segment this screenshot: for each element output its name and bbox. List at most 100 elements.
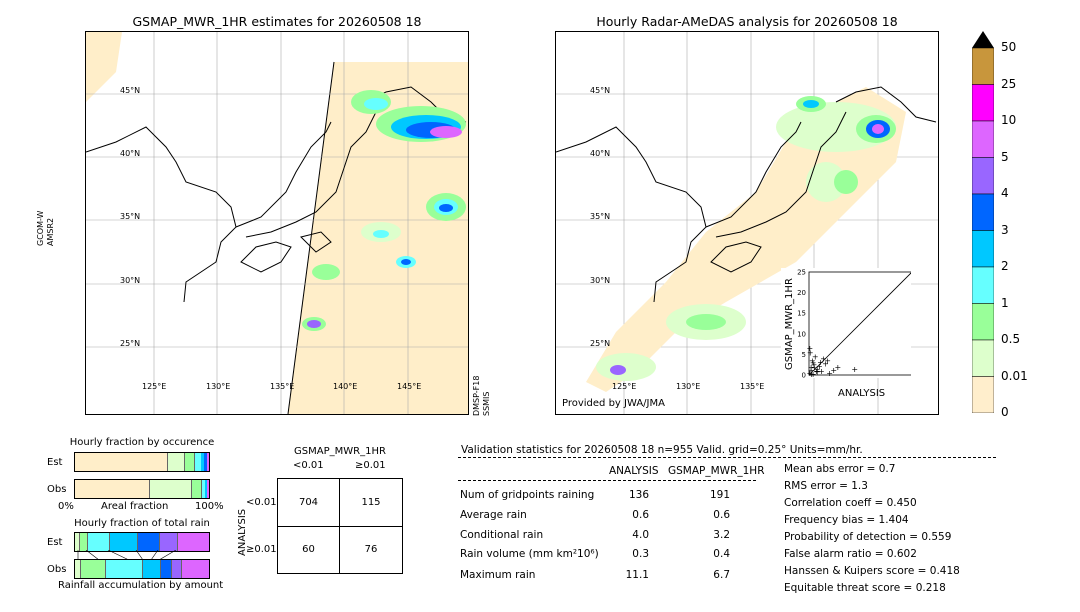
colorbar-label: 10 <box>1001 113 1017 127</box>
left-lon-130: 130°E <box>206 382 231 391</box>
score-pod: Probability of detection = 0.559 <box>784 531 952 543</box>
contingency-cell-00: 704 <box>298 497 319 508</box>
left-map-title: GSMAP_MWR_1HR estimates for 20260508 18 <box>132 14 422 29</box>
scatter-point: + <box>812 352 819 361</box>
total-title: Hourly fraction of total rain <box>74 518 210 529</box>
contingency-row-1: <0.01 <box>246 497 277 508</box>
right-lat-35: 35°N <box>590 212 611 221</box>
stat-gsmap-average: 0.6 <box>713 509 730 521</box>
occurrence-axis-mid: Areal fraction <box>101 501 169 512</box>
colorbar-band <box>971 47 995 85</box>
left-lon-145: 145°E <box>397 382 422 391</box>
left-lat-25: 25°N <box>120 339 141 348</box>
scatter-point: + <box>807 348 814 357</box>
left-lat-45: 45°N <box>120 86 141 95</box>
left-lon-125: 125°E <box>142 382 167 391</box>
scatter-point: + <box>814 365 821 374</box>
contingency-title: GSMAP_MWR_1HR <box>294 446 386 457</box>
scatter-point: + <box>822 359 829 368</box>
scatter-point: + <box>811 364 818 373</box>
colorbar-band <box>971 376 995 414</box>
colorbar-band <box>971 84 995 122</box>
score-mae: Mean abs error = 0.7 <box>784 463 896 475</box>
colorbar-band <box>971 266 995 304</box>
scatter-y-tick: 20 <box>797 289 806 297</box>
scatter-y-tick: 15 <box>797 310 806 318</box>
right-lat-30: 30°N <box>590 276 611 285</box>
scatter-point: + <box>808 363 815 372</box>
validation-sub-divider <box>458 480 756 481</box>
right-lon-135: 135°E <box>740 382 765 391</box>
contingency-col-2: ≥0.01 <box>355 460 386 471</box>
left-lon-140: 140°E <box>333 382 358 391</box>
scatter-point: + <box>851 365 858 374</box>
scatter-point: + <box>834 363 841 372</box>
stat-label-maximum: Maximum rain <box>460 569 536 581</box>
scatter-inset: +++++++++++++++++++++++++ 00551010151520… <box>781 268 916 389</box>
data-credit: Provided by JWA/JMA <box>562 398 665 409</box>
scatter-ylabel: GSMAP_MWR_1HR <box>784 278 795 370</box>
stat-analysis-average: 0.6 <box>632 509 649 521</box>
scatter-point: + <box>806 369 813 378</box>
colorbar-band <box>971 230 995 268</box>
scatter-diagonal <box>808 271 913 376</box>
occurrence-axis-left: 0% <box>58 501 74 512</box>
total-obs-label: Obs <box>47 564 67 575</box>
colorbar-band <box>971 157 995 195</box>
contingency-cell-10: 60 <box>302 544 315 555</box>
contingency-cell-01: 115 <box>361 497 381 508</box>
colorbar-band <box>971 339 995 377</box>
scatter-y-tick: 5 <box>802 351 806 359</box>
colorbar-label: 0 <box>1001 405 1009 419</box>
left-lon-135: 135°E <box>270 382 295 391</box>
score-rms: RMS error = 1.3 <box>784 480 868 492</box>
right-map-title: Hourly Radar-AMeDAS analysis for 2026050… <box>596 14 898 29</box>
occurrence-est-label: Est <box>47 457 63 468</box>
stat-label-average: Average rain <box>460 509 527 521</box>
stat-analysis-conditional: 4.0 <box>632 529 649 541</box>
contingency-table: 704 115 60 76 <box>277 478 403 574</box>
scatter-point: + <box>809 357 816 366</box>
scatter-point: + <box>813 367 820 376</box>
colorbar-label: 3 <box>1001 222 1009 237</box>
right-sensor-label-1: DMSP-F18 <box>472 375 481 416</box>
score-far: False alarm ratio = 0.602 <box>784 548 917 560</box>
stat-label-gridpoints: Num of gridpoints raining <box>460 489 595 501</box>
total-est-bar <box>74 532 210 552</box>
occurrence-axis-right: 100% <box>195 501 224 512</box>
total-obs-bar <box>74 559 210 579</box>
score-frequency-bias: Frequency bias = 1.404 <box>784 514 909 526</box>
right-map-canvas <box>556 32 938 414</box>
stat-gsmap-conditional: 3.2 <box>713 529 730 541</box>
left-map-swath-edge <box>287 61 335 414</box>
stat-gsmap-maximum: 6.7 <box>713 569 730 581</box>
scatter-point: + <box>830 366 837 375</box>
scatter-point: + <box>824 357 831 366</box>
left-map: 45°N 40°N 35°N 30°N 25°N 125°E 130°E 135… <box>85 31 469 415</box>
colorbar-label: 4 <box>1001 186 1009 200</box>
scatter-point: + <box>826 369 833 378</box>
validation-col-gsmap: GSMAP_MWR_1HR <box>668 465 765 477</box>
left-lat-35: 35°N <box>120 212 141 221</box>
colorbar-extend-arrow <box>972 31 994 48</box>
colorbar-label: 50 <box>1001 40 1017 54</box>
scatter-point: + <box>806 344 813 353</box>
scatter-point: + <box>811 361 818 370</box>
scatter-canvas: +++++++++++++++++++++++++ 00551010151520… <box>797 269 916 389</box>
left-map-rain <box>302 90 466 331</box>
colorbar-band <box>971 303 995 341</box>
total-footer: Rainfall accumulation by amount <box>58 580 224 591</box>
contingency-col-1: <0.01 <box>293 460 324 471</box>
stat-analysis-gridpoints: 136 <box>628 489 649 501</box>
occurrence-obs-label: Obs <box>47 484 67 495</box>
stat-analysis-volume: 0.3 <box>632 548 649 560</box>
right-map-coast <box>556 86 937 303</box>
colorbar-band <box>971 193 995 231</box>
colorbar-label: 1 <box>1001 295 1009 310</box>
total-est-label: Est <box>47 537 63 548</box>
scatter-y-tick: 10 <box>797 330 806 338</box>
left-lat-40: 40°N <box>120 149 141 158</box>
colorbar-canvas <box>971 31 995 414</box>
right-lat-25: 25°N <box>590 339 611 348</box>
left-map-swath-west <box>86 32 122 102</box>
